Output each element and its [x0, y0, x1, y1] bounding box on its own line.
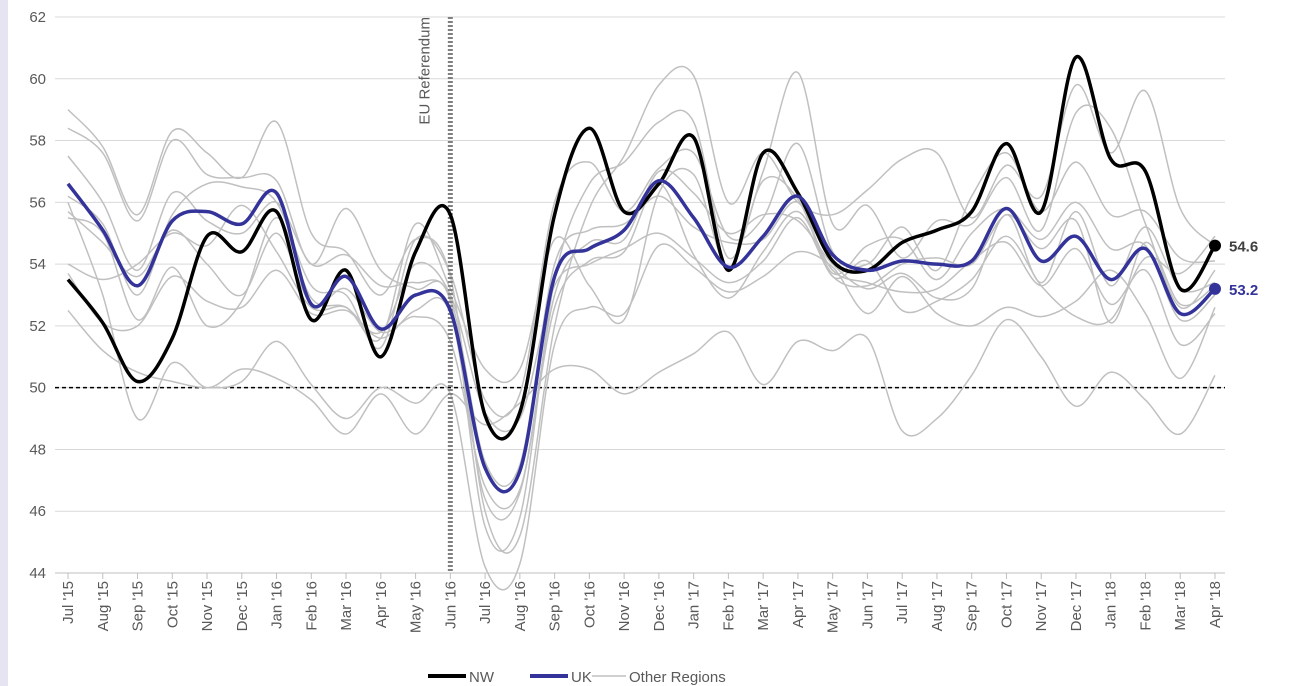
x-tick-label: Jan '18	[1103, 581, 1120, 629]
x-tick-label: Mar '16	[338, 581, 355, 631]
x-tick-label: Feb '17	[720, 581, 737, 631]
y-tick-label: 62	[29, 9, 46, 26]
x-tick-label: Sep '15	[130, 581, 147, 631]
other-region-line	[67, 213, 1216, 433]
y-tick-label: 44	[29, 565, 46, 582]
x-tick-label: Jun '16	[442, 581, 459, 629]
y-tick-label: 60	[29, 71, 46, 88]
x-tick-label: Mar '17	[755, 581, 772, 631]
x-tick-label: May '16	[408, 581, 425, 633]
x-tick-label: Aug '16	[512, 581, 529, 631]
x-tick-label: Jan '17	[686, 581, 703, 629]
x-tick-label: Apr '17	[790, 581, 807, 628]
x-tick-label: Apr '16	[373, 581, 390, 628]
end-point	[1209, 239, 1221, 252]
x-tick-label: May '17	[825, 581, 842, 633]
x-tick-label: Jul '15	[60, 581, 77, 624]
value-label: 54.6	[1229, 239, 1258, 256]
series-line	[66, 55, 1217, 441]
y-tick-label: 54	[29, 256, 46, 273]
series-line	[66, 178, 1217, 494]
annotation-text: EU Referendum	[416, 17, 433, 125]
x-tick-label: Apr '18	[1207, 581, 1224, 628]
x-tick-label: Jul '16	[477, 581, 494, 624]
x-tick-label: Aug '15	[95, 581, 112, 631]
other-region-line	[67, 183, 1216, 510]
x-tick-label: Jan '16	[269, 581, 286, 629]
x-tick-label: Sep '17	[964, 581, 981, 631]
x-tick-label: Jul '17	[894, 581, 911, 624]
x-tick-label: Oct '15	[164, 581, 181, 628]
legend-label: Other Regions	[629, 669, 726, 686]
other-region-line	[67, 167, 1216, 384]
y-tick-label: 48	[29, 441, 46, 458]
other-region-line	[67, 168, 1216, 521]
legend-label: NW	[469, 669, 495, 686]
y-tick-label: 46	[29, 503, 46, 520]
y-tick-label: 52	[29, 318, 46, 335]
x-tick-label: Oct '16	[581, 581, 598, 628]
other-region-line	[67, 202, 1216, 437]
x-tick-label: Dec '15	[234, 581, 251, 631]
y-tick-label: 50	[29, 380, 46, 397]
x-tick-label: Nov '17	[1033, 581, 1050, 631]
value-label: 53.2	[1229, 282, 1258, 299]
x-tick-label: Dec '17	[1068, 581, 1085, 631]
x-tick-label: Nov '16	[616, 581, 633, 631]
x-tick-label: Oct '17	[998, 581, 1015, 628]
side-strip	[0, 0, 8, 686]
x-tick-label: Aug '17	[929, 581, 946, 631]
other-region-line	[67, 65, 1216, 554]
end-point	[1209, 282, 1221, 295]
y-tick-label: 58	[29, 133, 46, 150]
x-tick-label: Nov '15	[199, 581, 216, 631]
other-region-line	[67, 243, 1216, 591]
legend-label: UK	[571, 669, 592, 686]
x-tick-label: Jun '17	[859, 581, 876, 629]
x-tick-label: Dec '16	[651, 581, 668, 631]
x-tick-label: Sep '16	[547, 581, 564, 631]
other-region-line	[67, 155, 1216, 488]
other-region-line	[67, 71, 1216, 552]
x-tick-label: Feb '18	[1137, 581, 1154, 631]
x-tick-label: Feb '16	[303, 581, 320, 631]
y-tick-label: 56	[29, 194, 46, 211]
x-tick-label: Mar '18	[1172, 581, 1189, 631]
